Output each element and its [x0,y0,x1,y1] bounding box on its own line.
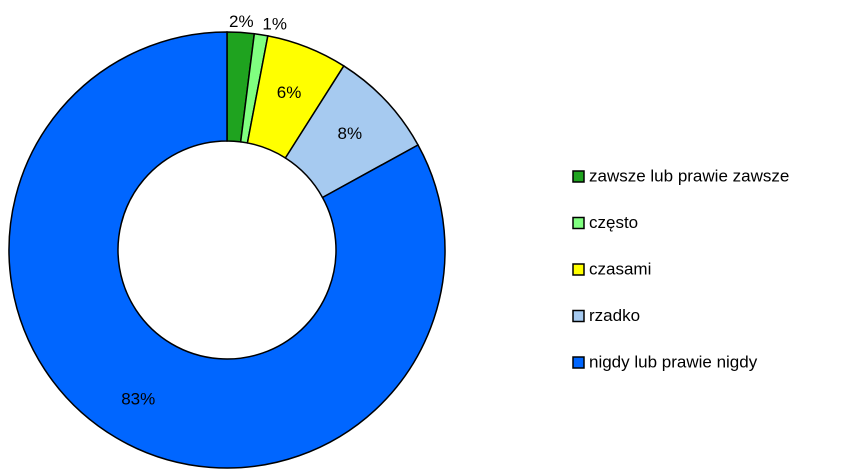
legend-label: często [589,213,638,232]
data-label: 6% [277,83,302,102]
data-label: 8% [338,124,363,143]
legend-swatch [572,356,585,369]
legend-label: zawsze lub prawie zawsze [589,166,789,185]
legend-label: czasami [589,259,651,278]
data-label: 1% [262,14,287,33]
legend-swatch [572,263,585,276]
donut-slice [8,31,446,469]
data-label: 83% [121,390,155,409]
legend-label: rzadko [589,306,640,325]
data-label: 2% [229,12,254,31]
legend-label: nigdy lub prawie nigdy [589,352,758,371]
legend-swatch [572,170,585,183]
legend-swatch [572,216,585,230]
legend-swatch [572,309,585,323]
